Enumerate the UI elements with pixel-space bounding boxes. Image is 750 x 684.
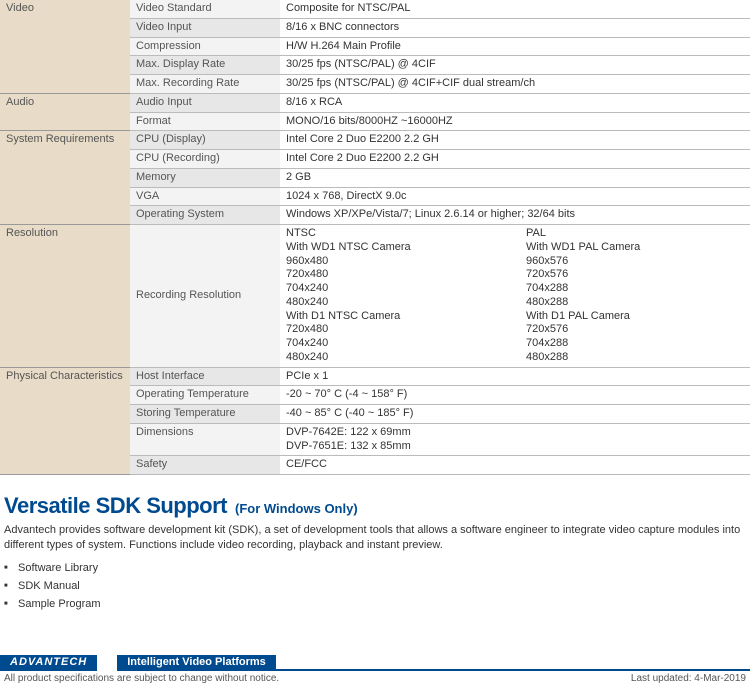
value: -40 ~ 85° C (-40 ~ 185° F) (280, 405, 750, 424)
list-item: Sample Program (4, 595, 750, 613)
value: Windows XP/XPe/Vista/7; Linux 2.6.14 or … (280, 206, 750, 225)
value: Composite for NTSC/PAL (280, 0, 750, 18)
param: Recording Resolution (130, 225, 280, 368)
sdk-features-list: Software Library SDK Manual Sample Progr… (4, 559, 750, 613)
value: Intel Core 2 Duo E2200 2.2 GH (280, 150, 750, 169)
value: MONO/16 bits/8000HZ ~16000HZ (280, 112, 750, 131)
param: Video Standard (130, 0, 280, 18)
category-video: Video (0, 0, 130, 93)
value: 1024 x 768, DirectX 9.0c (280, 187, 750, 206)
param: Audio Input (130, 93, 280, 112)
footer-disclaimer: All product specifications are subject t… (4, 673, 279, 684)
param: Compression (130, 37, 280, 56)
param: Safety (130, 456, 280, 475)
value: 8/16 x RCA (280, 93, 750, 112)
param: Video Input (130, 18, 280, 37)
value: Intel Core 2 Duo E2200 2.2 GH (280, 131, 750, 150)
value: CE/FCC (280, 456, 750, 475)
param: VGA (130, 187, 280, 206)
page-footer: ADVANTECH Intelligent Video Platforms Al… (0, 655, 750, 684)
category-sysreq: System Requirements (0, 131, 130, 225)
value: DVP-7642E: 122 x 69mm DVP-7651E: 132 x 8… (280, 423, 750, 456)
value: H/W H.264 Main Profile (280, 37, 750, 56)
param: Memory (130, 168, 280, 187)
sdk-heading: Versatile SDK Support (4, 493, 227, 519)
param: Operating Temperature (130, 386, 280, 405)
param: Max. Recording Rate (130, 75, 280, 94)
sdk-subheading: (For Windows Only) (235, 501, 358, 516)
footer-bar: ADVANTECH Intelligent Video Platforms (0, 655, 750, 671)
value: PCIe x 1 (280, 367, 750, 386)
category-resolution: Resolution (0, 225, 130, 368)
param: Dimensions (130, 423, 280, 456)
resolution-pal: PAL With WD1 PAL Camera 960x576 720x576 … (526, 227, 744, 365)
value: -20 ~ 70° C (-4 ~ 158° F) (280, 386, 750, 405)
value-resolution: NTSC With WD1 NTSC Camera 960x480 720x48… (280, 225, 750, 368)
value: 30/25 fps (NTSC/PAL) @ 4CIF+CIF dual str… (280, 75, 750, 94)
value: 2 GB (280, 168, 750, 187)
param: CPU (Recording) (130, 150, 280, 169)
resolution-ntsc: NTSC With WD1 NTSC Camera 960x480 720x48… (286, 227, 526, 365)
advantech-logo: ADVANTECH (0, 655, 97, 671)
sdk-heading-row: Versatile SDK Support (For Windows Only) (4, 493, 750, 519)
list-item: SDK Manual (4, 577, 750, 595)
footer-tagline: Intelligent Video Platforms (117, 655, 276, 671)
param: Format (130, 112, 280, 131)
value: 30/25 fps (NTSC/PAL) @ 4CIF (280, 56, 750, 75)
category-audio: Audio (0, 93, 130, 131)
param: CPU (Display) (130, 131, 280, 150)
category-physical: Physical Characteristics (0, 367, 130, 475)
param: Host Interface (130, 367, 280, 386)
param: Max. Display Rate (130, 56, 280, 75)
list-item: Software Library (4, 559, 750, 577)
param: Storing Temperature (130, 405, 280, 424)
specifications-table: Video Video Standard Composite for NTSC/… (0, 0, 750, 475)
footer-updated: Last updated: 4-Mar-2019 (631, 673, 746, 684)
footer-note: All product specifications are subject t… (4, 673, 746, 684)
value: 8/16 x BNC connectors (280, 18, 750, 37)
param: Operating System (130, 206, 280, 225)
sdk-description: Advantech provides software development … (4, 523, 746, 553)
